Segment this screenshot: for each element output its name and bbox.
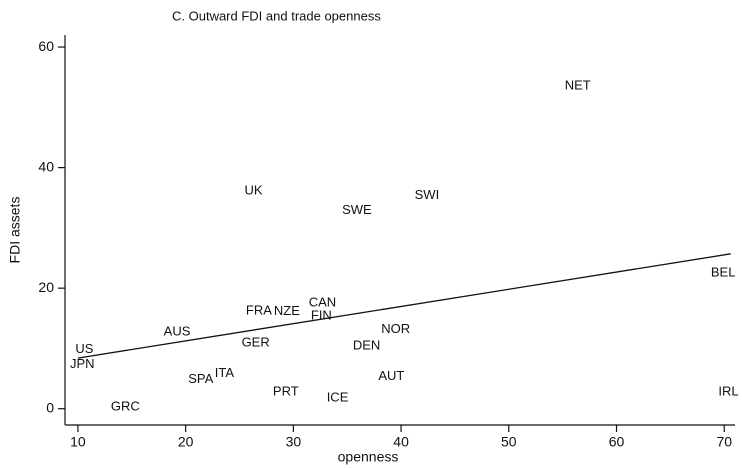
x-tick-label: 10 bbox=[70, 434, 86, 450]
x-tick-label: 50 bbox=[501, 434, 517, 450]
point-label: AUS bbox=[164, 324, 191, 339]
point-label: NOR bbox=[381, 321, 410, 336]
point-label: JPN bbox=[70, 356, 95, 371]
point-label: NET bbox=[565, 78, 591, 93]
point-label: FRA bbox=[246, 303, 272, 318]
point-label: SWE bbox=[342, 202, 372, 217]
point-label: GER bbox=[242, 334, 270, 349]
x-tick-label: 40 bbox=[393, 434, 409, 450]
x-tick-label: 30 bbox=[286, 434, 302, 450]
point-label: DEN bbox=[353, 337, 380, 352]
point-label: SPA bbox=[188, 371, 213, 386]
x-axis-label: openness bbox=[338, 449, 399, 465]
point-label: NZE bbox=[274, 303, 300, 318]
x-tick-label: 70 bbox=[716, 434, 732, 450]
x-tick-label: 20 bbox=[178, 434, 194, 450]
chart-title: C. Outward FDI and trade openness bbox=[172, 8, 381, 23]
point-label: GRC bbox=[111, 398, 140, 413]
point-label: AUT bbox=[378, 368, 404, 383]
point-label: UK bbox=[244, 183, 262, 198]
y-axis-label: FDI assets bbox=[7, 197, 23, 264]
point-label: ICE bbox=[327, 389, 349, 404]
fit-line bbox=[77, 253, 731, 359]
point-label: IRL bbox=[718, 383, 738, 398]
point-label: FIN bbox=[311, 307, 332, 322]
point-label: US bbox=[75, 341, 93, 356]
point-label: SWI bbox=[415, 187, 440, 202]
point-label: PRT bbox=[273, 383, 299, 398]
y-tick-label: 20 bbox=[38, 279, 54, 295]
point-label: BEL bbox=[711, 265, 736, 280]
y-tick-label: 40 bbox=[38, 158, 54, 174]
y-tick-label: 0 bbox=[46, 399, 54, 415]
point-label: ITA bbox=[215, 365, 235, 380]
point-label: CAN bbox=[309, 295, 336, 310]
x-tick-label: 60 bbox=[609, 434, 625, 450]
y-tick-label: 60 bbox=[38, 38, 54, 54]
